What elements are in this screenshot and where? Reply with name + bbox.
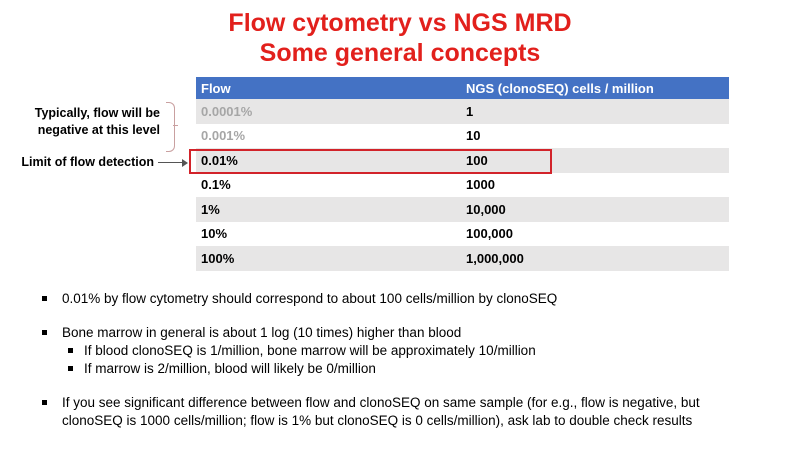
bullet-item: Bone marrow in general is about 1 log (1… [40,324,780,342]
sub-bullet-item: If blood clonoSEQ is 1/million, bone mar… [40,342,780,360]
cell-flow: 0.0001% [196,99,461,124]
table-row: 10% 100,000 [196,221,729,246]
table-row: 100% 1,000,000 [196,246,729,271]
typically-negative-note: Typically, flow will be negative at this… [0,105,160,139]
typically-note-line-2: negative at this level [37,123,160,137]
bracket-brace-nub [173,125,178,126]
table-row: 0.0001% 1 [196,99,729,124]
header-ngs: NGS (clonoSEQ) cells / million [461,77,729,99]
cell-flow: 0.1% [196,172,461,197]
cell-ngs: 1000 [461,172,729,197]
title-line-2: Some general concepts [259,39,541,67]
table-header-row: Flow NGS (clonoSEQ) cells / million [196,77,729,99]
cell-flow: 0.001% [196,123,461,148]
cell-ngs: 100 [461,148,729,173]
bullet-text-line-1: If you see significant difference betwee… [62,395,700,410]
cell-flow: 10% [196,221,461,246]
slide-title: Flow cytometry vs NGS MRD Some general c… [0,8,800,68]
cell-ngs: 1 [461,99,729,124]
cell-flow: 100% [196,246,461,271]
cell-ngs: 10,000 [461,197,729,222]
cell-ngs: 100,000 [461,221,729,246]
table-row: 0.01% 100 [196,148,729,173]
cell-flow: 0.01% [196,148,461,173]
table-row: 1% 10,000 [196,197,729,222]
bullet-text-line-2: clonoSEQ is 1000 cells/million; flow is … [62,413,693,428]
limit-arrow-line [158,162,184,163]
limit-arrow-head [182,159,188,167]
table-row: 0.001% 10 [196,123,729,148]
sub-bullet-item: If marrow is 2/million, blood will likel… [40,360,780,378]
title-line-1: Flow cytometry vs NGS MRD [228,9,572,37]
header-flow: Flow [196,77,461,99]
cell-flow: 1% [196,197,461,222]
limit-of-detection-note: Limit of flow detection [21,155,154,169]
comparison-table: Flow NGS (clonoSEQ) cells / million 0.00… [196,77,729,271]
bracket-brace [166,102,175,152]
bullet-item: 0.01% by flow cytometry should correspon… [40,290,780,308]
typically-note-line-1: Typically, flow will be [34,106,160,120]
cell-ngs: 10 [461,123,729,148]
cell-ngs: 1,000,000 [461,246,729,271]
bullet-list: 0.01% by flow cytometry should correspon… [40,290,780,430]
comparison-table-container: Flow NGS (clonoSEQ) cells / million 0.00… [196,77,729,271]
table-row: 0.1% 1000 [196,172,729,197]
bullet-item: If you see significant difference betwee… [40,394,780,430]
limit-highlight-box [189,149,552,174]
